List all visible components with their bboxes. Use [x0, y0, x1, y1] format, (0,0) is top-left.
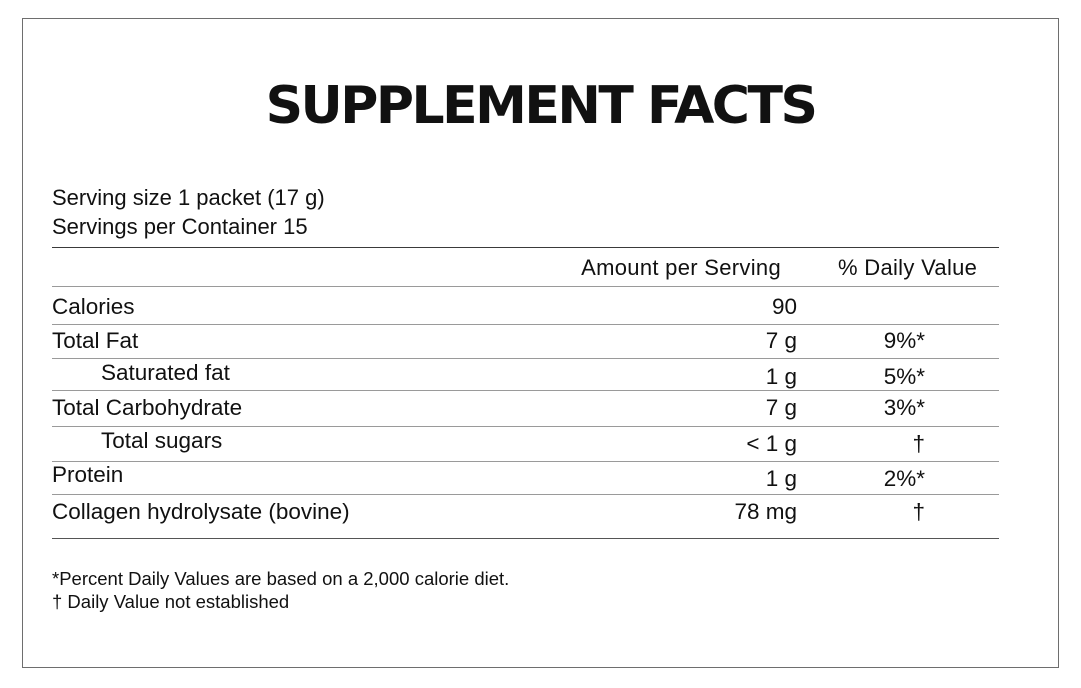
row-divider [52, 324, 999, 325]
nutrient-label: Protein [52, 462, 124, 487]
nutrient-row-total-carbohydrate: Total Carbohydrate 7 g 3%* [0, 395, 1081, 427]
nutrient-label: Calories [52, 294, 135, 319]
nutrient-label: Total sugars [101, 428, 223, 453]
nutrient-daily-value: † [912, 499, 925, 524]
nutrient-row-calories: Calories 90 [0, 294, 1081, 326]
table-bottom-divider [52, 538, 999, 539]
nutrient-label: Total Carbohydrate [52, 395, 243, 420]
row-divider [52, 426, 999, 427]
nutrient-row-protein: Protein 1 g 2%* [0, 462, 1081, 494]
row-divider [52, 461, 999, 462]
nutrient-amount: 1 g [765, 466, 797, 491]
row-divider [52, 390, 999, 391]
label-frame [22, 18, 1059, 668]
footnote-percent-daily-value: *Percent Daily Values are based on a 2,0… [52, 568, 510, 589]
nutrient-amount: < 1 g [746, 431, 797, 456]
row-divider [52, 286, 999, 287]
nutrient-amount: 78 mg [734, 499, 797, 524]
nutrient-amount: 7 g [765, 328, 797, 353]
nutrient-row-saturated-fat: Saturated fat 1 g 5%* [0, 360, 1081, 392]
nutrient-label: Saturated fat [101, 360, 230, 385]
nutrient-daily-value: 2%* [883, 466, 925, 491]
nutrient-row-collagen-hydrolysate: Collagen hydrolysate (bovine) 78 mg † [0, 499, 1081, 531]
nutrient-amount: 90 [771, 294, 797, 319]
row-divider [52, 494, 999, 495]
nutrient-daily-value: 5%* [883, 364, 925, 389]
nutrient-amount: 1 g [765, 364, 797, 389]
header-divider [52, 247, 999, 248]
footnote-dagger: † Daily Value not established [52, 591, 290, 612]
nutrient-label: Collagen hydrolysate (bovine) [52, 499, 350, 524]
nutrient-daily-value: 9%* [883, 328, 925, 353]
nutrient-row-total-sugars: Total sugars < 1 g † [0, 428, 1081, 460]
nutrient-row-total-fat: Total Fat 7 g 9%* [0, 328, 1081, 360]
serving-size: Serving size 1 packet (17 g) [52, 185, 325, 210]
servings-per-container: Servings per Container 15 [52, 214, 308, 239]
label-title: SUPPLEMENT FACTS [265, 76, 818, 136]
nutrient-daily-value: 3%* [883, 395, 925, 420]
nutrient-amount: 7 g [765, 395, 797, 420]
nutrient-label: Total Fat [52, 328, 139, 353]
column-header-amount: Amount per Serving [581, 255, 781, 280]
column-header-daily-value: % Daily Value [838, 255, 978, 280]
nutrient-daily-value: † [912, 431, 925, 456]
row-divider [52, 358, 999, 359]
